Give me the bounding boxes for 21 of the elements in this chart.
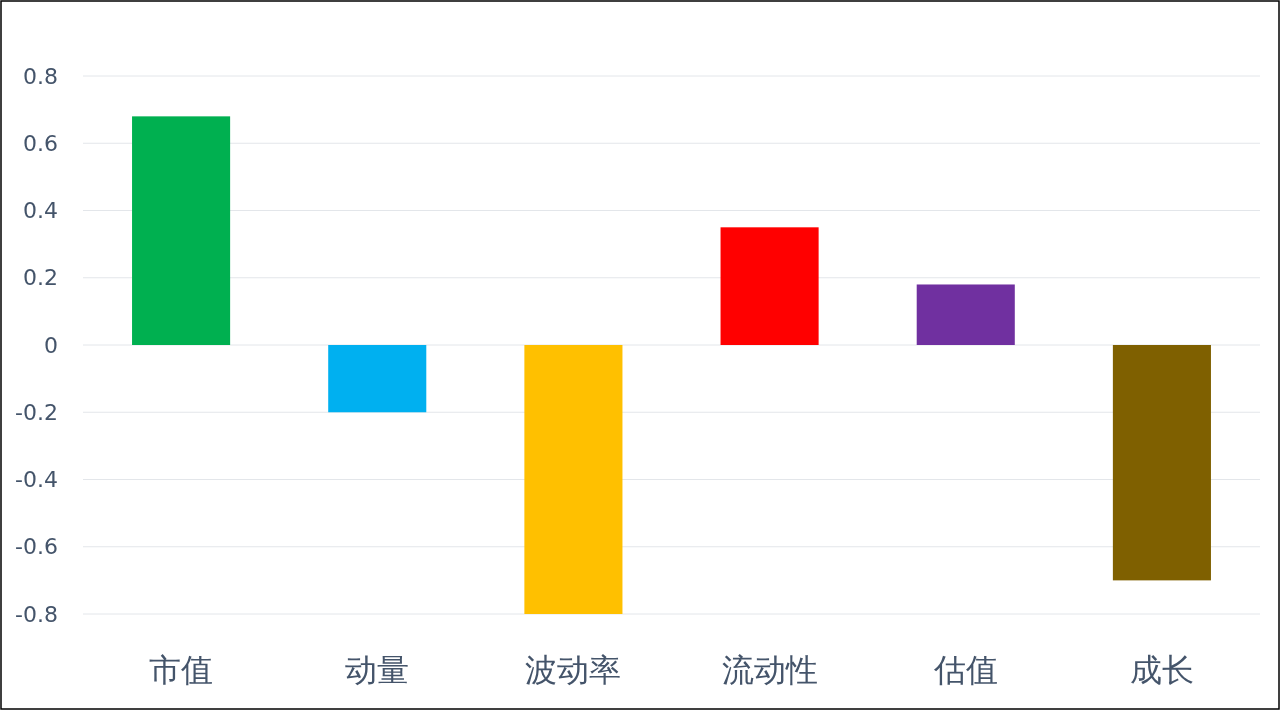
y-tick-label: 0.6 bbox=[23, 130, 58, 156]
bar bbox=[916, 284, 1015, 345]
x-tick-label: 波动率 bbox=[525, 651, 622, 689]
y-tick-label: 0.2 bbox=[23, 265, 58, 291]
x-tick-label: 成长 bbox=[1129, 651, 1194, 689]
y-tick-label: 0.4 bbox=[23, 198, 58, 223]
bar bbox=[328, 345, 427, 413]
bar bbox=[1112, 345, 1211, 581]
x-tick-label: 估值 bbox=[932, 651, 998, 689]
y-tick-label: 0.8 bbox=[23, 63, 58, 89]
x-tick-label: 流动性 bbox=[721, 651, 818, 689]
bar bbox=[132, 116, 231, 345]
bar bbox=[720, 227, 819, 345]
bar bbox=[524, 345, 623, 614]
y-tick-label: -0.2 bbox=[15, 399, 58, 425]
y-tick-label: -0.8 bbox=[15, 601, 58, 627]
y-tick-label: -0.6 bbox=[15, 534, 58, 560]
y-tick-label: -0.4 bbox=[15, 467, 58, 492]
x-tick-label: 市值 bbox=[149, 651, 214, 689]
x-tick-label: 动量 bbox=[345, 651, 410, 689]
y-tick-label: 0 bbox=[44, 332, 58, 358]
